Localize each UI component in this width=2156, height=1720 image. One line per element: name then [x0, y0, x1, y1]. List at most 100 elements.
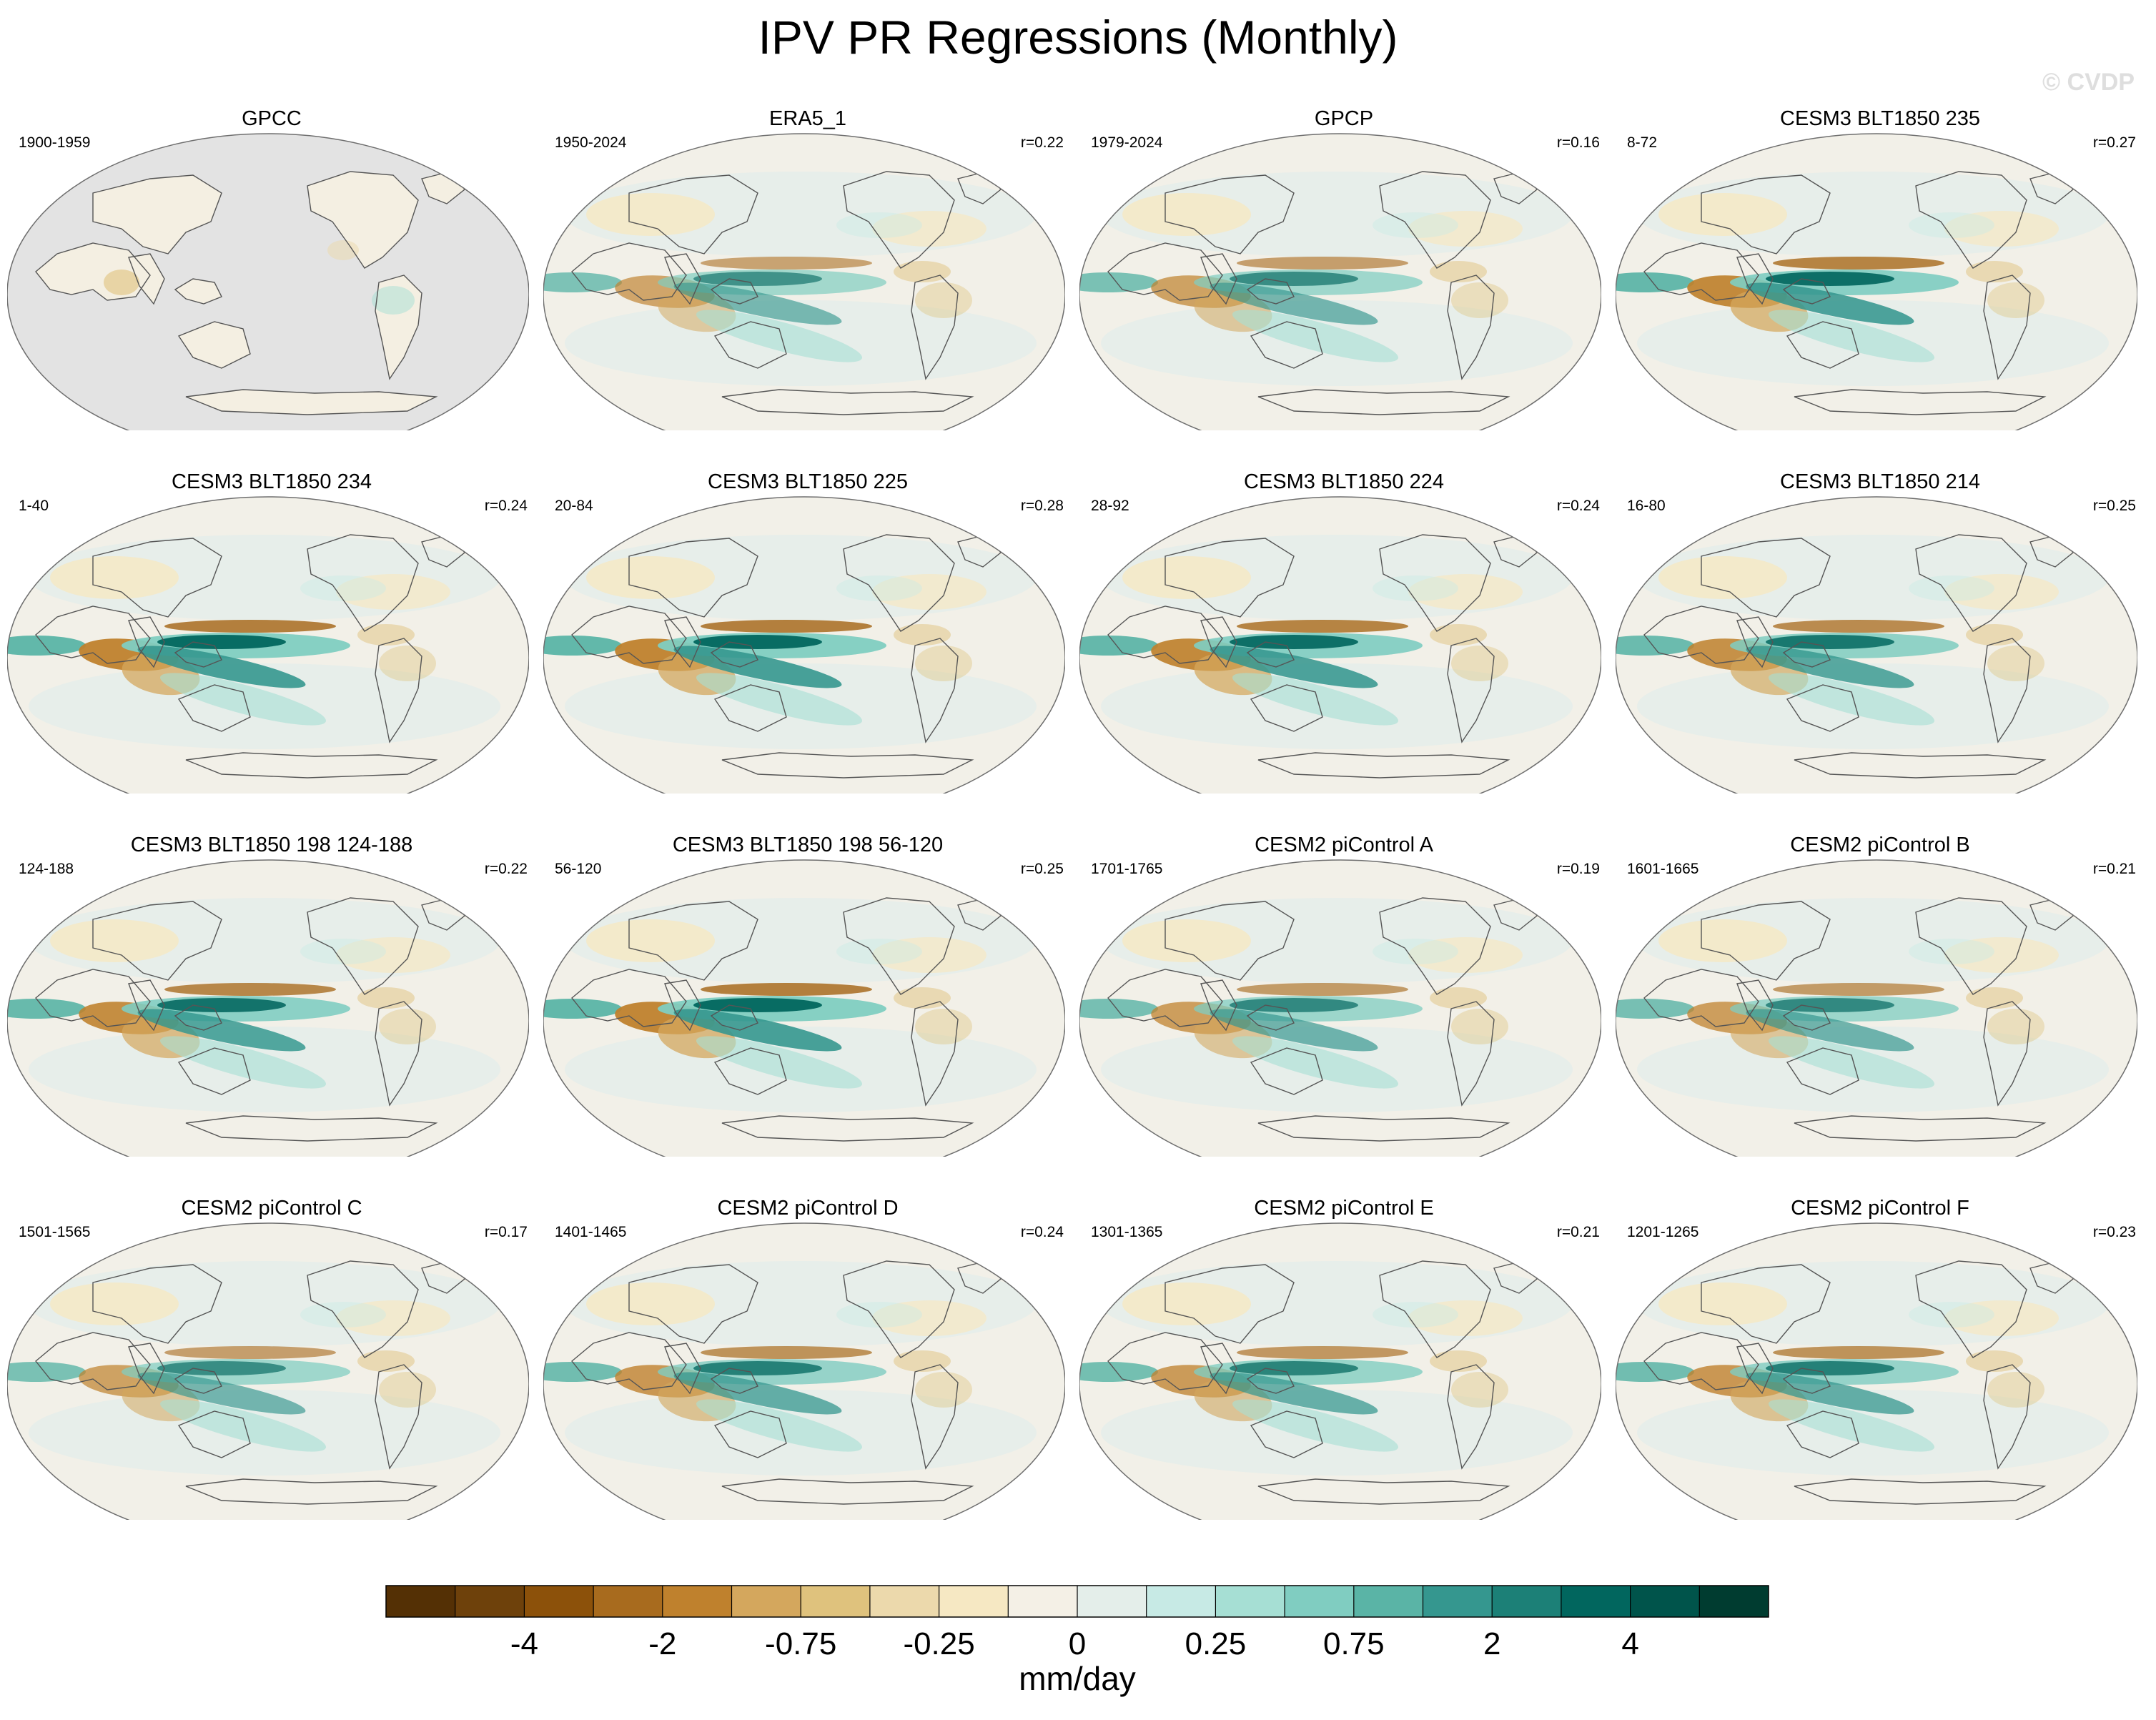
panel-period: 1201-1265: [1627, 1224, 1699, 1240]
colorbar-swatch: [1077, 1586, 1147, 1617]
panel-title: GPCC: [242, 107, 302, 130]
panel-period: 20-84: [555, 498, 593, 514]
colorbar-swatch: [662, 1586, 732, 1617]
colorbar-swatch: [1699, 1586, 1769, 1617]
regression-map: [7, 1222, 529, 1520]
map-panel: CESM3 BLT1850 225 20-84 r=0.28: [543, 470, 1072, 821]
panel-period: 1601-1665: [1627, 861, 1699, 877]
panel-title: CESM2 piControl A: [1255, 834, 1433, 856]
panel-title: CESM3 BLT1850 198 56-120: [672, 834, 944, 856]
panel-title: CESM3 BLT1850 224: [1244, 470, 1444, 493]
colorbar-swatch: [731, 1586, 801, 1617]
colorbar-tick-label: 0.75: [1323, 1626, 1385, 1661]
panel-title: ERA5_1: [768, 107, 846, 130]
panel-title: CESM2 piControl D: [717, 1197, 899, 1220]
colorbar-swatch: [1353, 1586, 1423, 1617]
panel-correlation: r=0.19: [1556, 861, 1600, 877]
colorbar-swatch: [1492, 1586, 1562, 1617]
panel-correlation: r=0.21: [1556, 1224, 1600, 1240]
map-panel: CESM3 BLT1850 198 124-188 124-188 r=0.22: [7, 834, 536, 1184]
panel-period: 1950-2024: [555, 134, 627, 151]
figure-title: IPV PR Regressions (Monthly): [758, 11, 1398, 64]
panel-correlation: r=0.24: [1556, 498, 1600, 514]
panel-correlation: r=0.17: [484, 1224, 528, 1240]
regression-map: [543, 859, 1065, 1157]
panel-title: CESM3 BLT1850 198 124-188: [130, 834, 413, 856]
colorbar-swatch: [1008, 1586, 1078, 1617]
map-panel: CESM3 BLT1850 235 8-72 r=0.27: [1616, 107, 2145, 458]
map-panel: CESM2 piControl B 1601-1665 r=0.21: [1616, 834, 2145, 1184]
colorbar-swatch: [593, 1586, 663, 1617]
regression-map: [1079, 496, 1601, 794]
panel-correlation: r=0.22: [484, 861, 528, 877]
colorbar-tick-label: 2: [1483, 1626, 1500, 1661]
map-panel: CESM2 piControl A 1701-1765 r=0.19: [1079, 834, 1608, 1184]
panel-period: 1301-1365: [1091, 1224, 1163, 1240]
colorbar-tick-label: 0: [1069, 1626, 1086, 1661]
map-panel: CESM3 BLT1850 224 28-92 r=0.24: [1079, 470, 1608, 821]
map-panel: CESM3 BLT1850 198 56-120 56-120 r=0.25: [543, 834, 1072, 1184]
map-panel: GPCC 1900-1959: [7, 107, 536, 458]
panel-title: CESM2 piControl B: [1790, 834, 1970, 856]
map-panel: ERA5_1 1950-2024 r=0.22: [543, 107, 1072, 458]
map-panel: CESM3 BLT1850 234 1-40 r=0.24: [7, 470, 536, 821]
panel-correlation: r=0.25: [1020, 861, 1064, 877]
regression-map: [543, 496, 1065, 794]
regression-map: [1616, 859, 2137, 1157]
colorbar-tick-label: -2: [648, 1626, 676, 1661]
colorbar-swatch: [1215, 1586, 1285, 1617]
colorbar-swatch: [386, 1586, 456, 1617]
panel-period: 1900-1959: [19, 134, 91, 151]
panel-period: 1979-2024: [1091, 134, 1163, 151]
panel-period: 56-120: [555, 861, 602, 877]
colorbar-units-label: mm/day: [1019, 1660, 1136, 1697]
map-panel: GPCP 1979-2024 r=0.16: [1079, 107, 1608, 458]
regression-map: [1616, 133, 2137, 430]
panel-title: CESM2 piControl C: [181, 1197, 362, 1220]
colorbar-swatch: [869, 1586, 940, 1617]
colorbar-swatch: [1630, 1586, 1700, 1617]
colorbar-swatch: [801, 1586, 871, 1617]
colorbar-swatch: [524, 1586, 594, 1617]
colorbar-tick-label: 4: [1621, 1626, 1638, 1661]
panel-title: CESM3 BLT1850 235: [1780, 107, 1980, 130]
colorbar-swatch: [939, 1586, 1009, 1617]
colorbar-swatch: [1146, 1586, 1216, 1617]
colorbar-swatch: [1423, 1586, 1493, 1617]
panel-title: CESM3 BLT1850 225: [708, 470, 908, 493]
colorbar-tick-label: -0.25: [903, 1626, 974, 1661]
panel-correlation: r=0.23: [2092, 1224, 2136, 1240]
colorbar-tick-label: -4: [510, 1626, 538, 1661]
map-panel: CESM3 BLT1850 214 16-80 r=0.25: [1616, 470, 2145, 821]
panel-correlation: r=0.21: [2092, 861, 2136, 877]
regression-map: [1616, 496, 2137, 794]
regression-map: [1079, 1222, 1601, 1520]
panel-correlation: r=0.25: [2092, 498, 2136, 514]
panel-period: 1401-1465: [555, 1224, 627, 1240]
panel-title: CESM2 piControl E: [1254, 1197, 1434, 1220]
colorbar-tick-label: -0.75: [765, 1626, 836, 1661]
map-panel: CESM2 piControl C 1501-1565 r=0.17: [7, 1197, 536, 1547]
panel-correlation: r=0.16: [1556, 134, 1600, 151]
regression-map: [1079, 859, 1601, 1157]
colorbar-swatch: [1285, 1586, 1355, 1617]
panel-correlation: r=0.24: [484, 498, 528, 514]
colorbar-swatch: [455, 1586, 525, 1617]
panel-title: CESM2 piControl F: [1791, 1197, 1969, 1220]
panel-correlation: r=0.22: [1020, 134, 1064, 151]
panel-period: 124-188: [19, 861, 74, 877]
panel-period: 1-40: [19, 498, 49, 514]
regression-map: [7, 859, 529, 1157]
panel-correlation: r=0.27: [2092, 134, 2136, 151]
panel-period: 28-92: [1091, 498, 1129, 514]
cvdp-watermark: © CVDP: [2042, 69, 2135, 96]
panel-correlation: r=0.28: [1020, 498, 1064, 514]
panel-title: GPCP: [1314, 107, 1374, 130]
colorbar-tick-label: 0.25: [1185, 1626, 1247, 1661]
regression-map: [7, 496, 529, 794]
regression-map: [543, 133, 1065, 430]
map-panel: CESM2 piControl E 1301-1365 r=0.21: [1079, 1197, 1608, 1547]
panel-period: 16-80: [1627, 498, 1666, 514]
regression-map: [1616, 1222, 2137, 1520]
panel-title: CESM3 BLT1850 234: [172, 470, 372, 493]
